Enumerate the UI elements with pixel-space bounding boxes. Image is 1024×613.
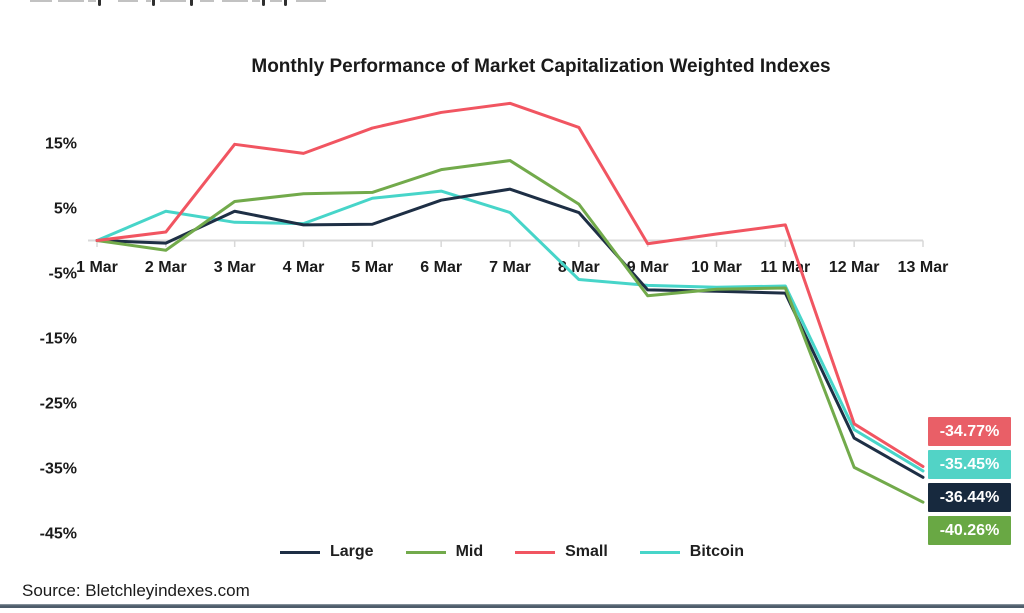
legend-label-large: Large [329,543,374,560]
series-line-small [95,101,925,469]
x-axis-label: 3 Mar [214,259,256,276]
x-axis-label: 9 Mar [627,259,669,276]
end-label-mid: -40.26% [928,516,1011,545]
legend-item-large: Large [279,543,374,561]
x-axis-label: 12 Mar [829,259,880,276]
legend-item-mid: Mid [405,543,484,561]
end-label-bitcoin: -35.45% [928,450,1011,479]
legend-label-bitcoin: Bitcoin [689,543,745,560]
legend-label-small: Small [565,543,608,560]
chart-title: Monthly Performance of Market Capitaliza… [251,56,831,77]
end-label-large: -36.44% [928,483,1011,512]
y-axis-label: 15% [45,136,77,153]
legend-swatch-large [279,550,320,554]
series-end-labels: -34.77% -35.45% -36.44% -40.26% [928,417,1011,549]
legend-swatch-bitcoin [639,550,680,554]
x-axis-label: 13 Mar [898,259,949,276]
legend-swatch-small [515,550,556,554]
x-axis-label: 5 Mar [351,259,393,276]
source-text: Source: Bletchleyindexes.com [22,581,250,600]
y-axis-label: -5% [49,266,77,283]
y-axis-label: -15% [40,331,77,348]
bottom-divider [0,604,1024,608]
legend-swatch-mid [405,550,446,554]
y-axis-label: -25% [40,396,77,413]
legend-label-mid: Mid [455,543,484,560]
legend-item-small: Small [515,543,608,561]
x-axis-label: 10 Mar [691,259,742,276]
y-axis-label: 5% [54,201,77,218]
series-line-large [95,187,925,479]
series-line-mid [95,159,925,504]
x-axis-label: 6 Mar [420,259,462,276]
chart-legend: Large Mid Small Bitcoin [0,543,1024,561]
clipped-text-remnant [0,0,1024,7]
x-axis-label: 8 Mar [558,259,600,276]
series-line-bitcoin [95,189,925,473]
x-axis-label: 2 Mar [145,259,187,276]
x-axis-label: 7 Mar [489,259,531,276]
y-axis-label: -45% [40,526,77,543]
y-axis-label: -35% [40,461,77,478]
x-axis-label: 4 Mar [283,259,325,276]
end-label-small: -34.77% [928,417,1011,446]
x-axis-label: 1 Mar [76,259,118,276]
legend-item-bitcoin: Bitcoin [639,543,745,561]
